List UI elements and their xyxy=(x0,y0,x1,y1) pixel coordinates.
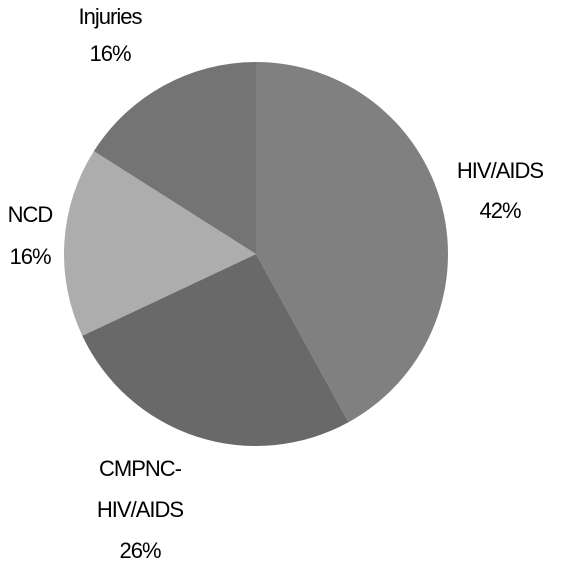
slice-label-line: Injuries xyxy=(79,4,143,29)
slice-label-line: HIV/AIDS xyxy=(97,497,183,522)
slice-value-label: 16% xyxy=(9,244,50,269)
slice-label-line: NCD xyxy=(8,202,53,227)
slice-value-label: 16% xyxy=(89,41,130,66)
slice-label-line: CMPNC- xyxy=(99,456,182,481)
pie-slice xyxy=(82,254,349,446)
slice-label: Injuries xyxy=(79,4,143,29)
slice-value-label: 42% xyxy=(479,198,520,223)
slice-value-label: 26% xyxy=(119,538,160,563)
slice-label-line: HIV/AIDS xyxy=(457,158,543,183)
slice-label: CMPNC- HIV/AIDS xyxy=(97,456,183,522)
pie-slice xyxy=(93,62,256,254)
slice-label: NCD xyxy=(8,202,53,227)
pie-slice xyxy=(63,151,257,336)
slice-label: HIV/AIDS xyxy=(457,158,543,183)
pie-slice xyxy=(256,62,449,423)
